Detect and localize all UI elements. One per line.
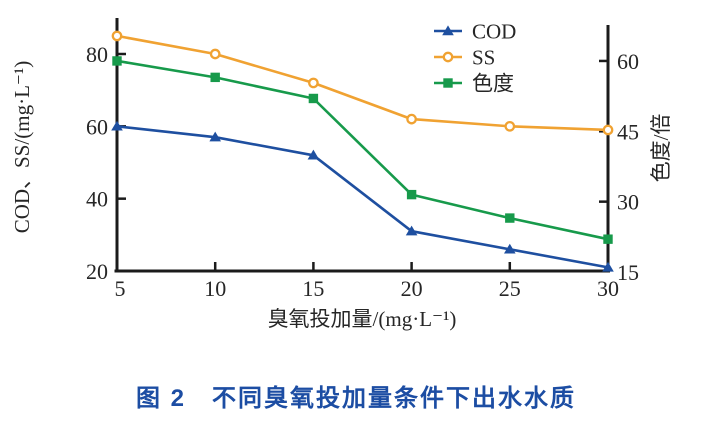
right-tick-label-30: 30 [617, 190, 639, 215]
ss-marker-20 [406, 113, 417, 125]
y-axis-label-left: COD、SS/(mg·L⁻¹) [10, 61, 34, 234]
x-tick-label-20: 20 [401, 276, 423, 301]
cod-marker-30 [602, 261, 614, 272]
ss-marker-25 [504, 120, 516, 132]
x-tick-label-25: 25 [499, 276, 521, 301]
cod-marker-20 [405, 225, 418, 236]
legend-label-cod: COD [472, 20, 516, 44]
chroma-line [116, 59, 609, 241]
left-tick-label-40: 40 [86, 187, 108, 212]
right-tick-label-60: 60 [617, 49, 639, 74]
chroma-marker-15 [308, 93, 319, 104]
figure-caption: 图 2 不同臭氧投加量条件下出水水质 [135, 385, 576, 412]
right-tick-label-45: 45 [617, 119, 639, 144]
x-tick-label-30: 30 [597, 276, 619, 301]
left-tick-label-80: 80 [86, 42, 108, 67]
x-axis-label: 臭氧投加量/(mg·L⁻¹) [268, 307, 457, 331]
legend-label-chroma: 色度 [472, 72, 514, 96]
legend-marker-chroma [443, 78, 453, 88]
chroma-marker-20 [406, 189, 417, 200]
ss-line [116, 34, 609, 132]
cod-marker-10 [209, 131, 221, 142]
left-tick-label-20: 20 [86, 259, 108, 284]
chroma-marker-30 [603, 234, 613, 244]
cod-marker-15 [307, 149, 320, 160]
x-tick-label-5: 5 [115, 276, 126, 301]
cod-marker-5 [111, 120, 123, 131]
chroma-marker-5 [112, 56, 122, 66]
right-tick-label-15: 15 [617, 260, 639, 285]
ss-marker-15 [308, 77, 319, 89]
chroma-marker-25 [505, 213, 515, 223]
left-tick-label-60: 60 [86, 114, 108, 139]
y-axis-label-right: 色度/倍 [649, 114, 673, 183]
ss-marker-30 [602, 124, 614, 136]
x-tick-label-10: 10 [204, 276, 226, 301]
legend-label-ss: SS [472, 46, 495, 70]
ss-marker-5 [111, 30, 123, 42]
x-tick-label-15: 15 [302, 276, 324, 301]
legend-marker-cod [442, 25, 454, 36]
cod-line [116, 125, 609, 269]
cod-marker-25 [504, 243, 516, 254]
chroma-marker-10 [210, 72, 220, 83]
legend-marker-ss [442, 51, 454, 63]
ss-marker-10 [209, 48, 221, 60]
